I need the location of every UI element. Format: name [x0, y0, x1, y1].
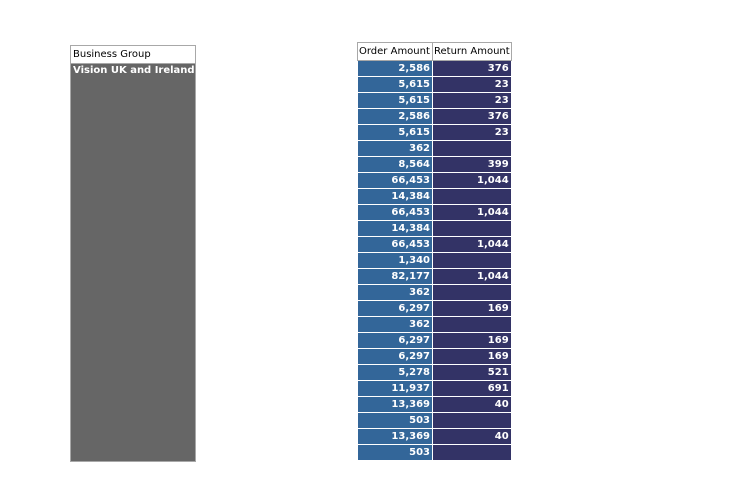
order-amount-cell[interactable]: 2,586 [357, 60, 433, 77]
return-amount-cell[interactable]: 376 [432, 60, 512, 77]
return-amount-cell[interactable]: 40 [432, 396, 512, 413]
return-amount-cell[interactable] [432, 284, 512, 301]
return-amount-cell[interactable]: 23 [432, 124, 512, 141]
table-row: 2,586 376 [357, 60, 512, 77]
return-amount-cell[interactable] [432, 444, 512, 461]
order-amount-cell[interactable]: 5,615 [357, 124, 433, 141]
table-row: 5,278 521 [357, 364, 512, 381]
return-amount-header[interactable]: Return Amount [432, 42, 512, 61]
table-row: 503 [357, 412, 512, 429]
order-amount-cell[interactable]: 6,297 [357, 332, 433, 349]
return-amount-cell[interactable]: 1,044 [432, 268, 512, 285]
return-amount-cell[interactable] [432, 316, 512, 333]
order-amount-cell[interactable]: 14,384 [357, 220, 433, 237]
order-amount-cell[interactable]: 82,177 [357, 268, 433, 285]
return-amount-cell[interactable]: 23 [432, 76, 512, 93]
order-amount-cell[interactable]: 503 [357, 412, 433, 429]
return-amount-cell[interactable] [432, 140, 512, 157]
order-amount-cell[interactable]: 362 [357, 316, 433, 333]
business-group-pane: Business Group Vision UK and Ireland [70, 45, 196, 462]
return-amount-cell[interactable]: 169 [432, 348, 512, 365]
order-amount-cell[interactable]: 13,369 [357, 428, 433, 445]
return-amount-cell[interactable]: 23 [432, 92, 512, 109]
return-amount-cell[interactable] [432, 252, 512, 269]
return-amount-cell[interactable]: 1,044 [432, 172, 512, 189]
table-row: 503 [357, 444, 512, 461]
table-row: 6,297 169 [357, 332, 512, 349]
amounts-table: Order Amount Return Amount 2,586 376 5,615… [357, 42, 512, 461]
table-row: 6,297 169 [357, 300, 512, 317]
return-amount-cell[interactable] [432, 188, 512, 205]
return-amount-cell[interactable]: 169 [432, 300, 512, 317]
return-amount-cell[interactable] [432, 412, 512, 429]
order-amount-cell[interactable]: 66,453 [357, 172, 433, 189]
table-row: 2,586 376 [357, 108, 512, 125]
business-group-value[interactable]: Vision UK and Ireland [73, 65, 195, 76]
table-row: 14,384 [357, 188, 512, 205]
table-row: 66,453 1,044 [357, 236, 512, 253]
table-row: 6,297 169 [357, 348, 512, 365]
table-row: 5,615 23 [357, 76, 512, 93]
order-amount-cell[interactable]: 6,297 [357, 300, 433, 317]
return-amount-cell[interactable]: 521 [432, 364, 512, 381]
order-amount-cell[interactable]: 5,278 [357, 364, 433, 381]
order-amount-cell[interactable]: 13,369 [357, 396, 433, 413]
table-row: 362 [357, 140, 512, 157]
order-amount-cell[interactable]: 66,453 [357, 236, 433, 253]
return-amount-cell[interactable]: 169 [432, 332, 512, 349]
order-amount-cell[interactable]: 362 [357, 140, 433, 157]
order-amount-cell[interactable]: 2,586 [357, 108, 433, 125]
order-amount-cell[interactable]: 5,615 [357, 92, 433, 109]
order-amount-cell[interactable]: 66,453 [357, 204, 433, 221]
table-row: 66,453 1,044 [357, 204, 512, 221]
order-amount-header[interactable]: Order Amount [357, 42, 433, 61]
table-row: 66,453 1,044 [357, 172, 512, 189]
table-row: 13,369 40 [357, 428, 512, 445]
order-amount-cell[interactable]: 11,937 [357, 380, 433, 397]
return-amount-cell[interactable]: 1,044 [432, 236, 512, 253]
table-header-row: Order Amount Return Amount [357, 42, 512, 61]
table-row: 82,177 1,044 [357, 268, 512, 285]
business-group-header[interactable]: Business Group [71, 46, 195, 64]
order-amount-cell[interactable]: 503 [357, 444, 433, 461]
table-row: 8,564 399 [357, 156, 512, 173]
return-amount-cell[interactable] [432, 220, 512, 237]
table-row: 5,615 23 [357, 92, 512, 109]
table-row: 362 [357, 316, 512, 333]
order-amount-cell[interactable]: 8,564 [357, 156, 433, 173]
return-amount-cell[interactable]: 399 [432, 156, 512, 173]
order-amount-cell[interactable]: 14,384 [357, 188, 433, 205]
table-row: 5,615 23 [357, 124, 512, 141]
order-amount-cell[interactable]: 6,297 [357, 348, 433, 365]
return-amount-cell[interactable]: 1,044 [432, 204, 512, 221]
table-row: 362 [357, 284, 512, 301]
table-row: 13,369 40 [357, 396, 512, 413]
return-amount-cell[interactable]: 40 [432, 428, 512, 445]
table-row: 11,937 691 [357, 380, 512, 397]
table-body: 2,586 376 5,615 23 5,615 23 2,586 376 5,615 23 362… [357, 60, 512, 461]
order-amount-cell[interactable]: 5,615 [357, 76, 433, 93]
table-row: 1,340 [357, 252, 512, 269]
order-amount-cell[interactable]: 362 [357, 284, 433, 301]
return-amount-cell[interactable]: 376 [432, 108, 512, 125]
return-amount-cell[interactable]: 691 [432, 380, 512, 397]
table-row: 14,384 [357, 220, 512, 237]
order-amount-cell[interactable]: 1,340 [357, 252, 433, 269]
